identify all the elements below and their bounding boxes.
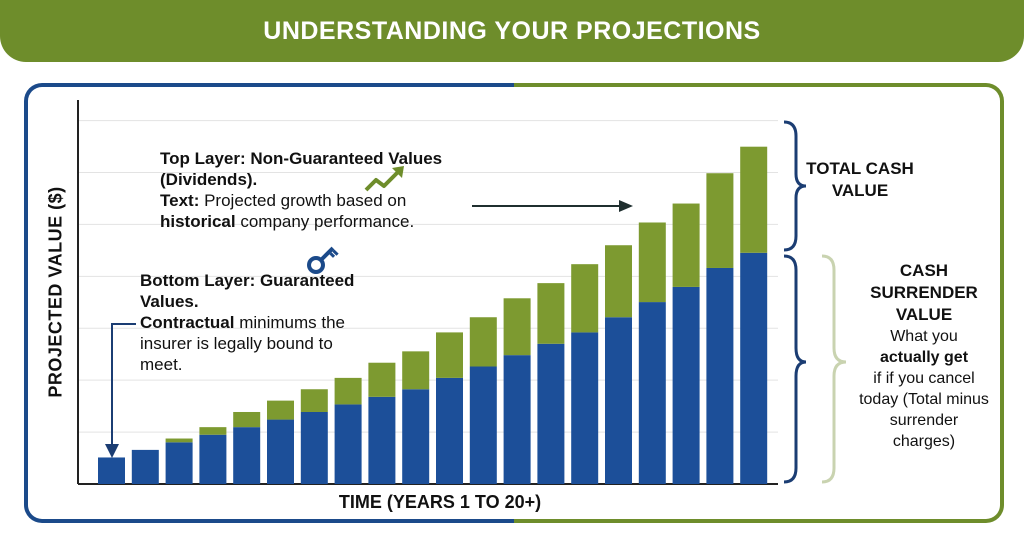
top-layer-text-bold: historical [160, 212, 236, 231]
bar-guaranteed [267, 419, 294, 484]
bar-guaranteed [503, 355, 531, 484]
top-layer-text-1: Projected growth based on [204, 191, 407, 210]
bar-guaranteed [706, 267, 734, 484]
key-shaft [318, 246, 335, 263]
cash-surrender-outer-brace [821, 254, 847, 484]
bar-non-guaranteed [402, 351, 430, 390]
bar-non-guaranteed [300, 389, 328, 412]
top-layer-arrowhead [619, 200, 633, 212]
bar-guaranteed [436, 377, 463, 484]
top-layer-title: Top Layer: Non-Guaranteed Values (Divide… [160, 149, 443, 189]
top-layer-text-label: Text: [160, 191, 200, 210]
bottom-layer-arrow-line [111, 323, 136, 448]
total-cash-value-label: TOTAL CASH VALUE [806, 159, 914, 200]
key-tooth [329, 252, 336, 258]
bar-non-guaranteed [605, 245, 632, 318]
cash-surrender-line2: if if you cancel today (Total minus surr… [859, 370, 989, 450]
bar-guaranteed [605, 317, 632, 484]
bar-guaranteed [233, 427, 261, 484]
bar-guaranteed [638, 302, 666, 484]
bar-non-guaranteed [199, 427, 227, 435]
total-cash-value-brace [783, 120, 807, 252]
bottom-layer-text: Contractual minimums the insurer is lega… [140, 312, 380, 375]
bar-guaranteed [537, 343, 565, 484]
x-axis-label: TIME (YEARS 1 TO 20+) [338, 492, 542, 512]
bottom-layer-annotation: Bottom Layer: Guaranteed Values. Contrac… [140, 270, 380, 375]
bar-non-guaranteed [368, 362, 396, 397]
bar-guaranteed [469, 366, 497, 484]
bar-guaranteed [740, 252, 768, 484]
trending-up-arrow-icon [364, 168, 402, 192]
bar-non-guaranteed [267, 400, 294, 420]
bar-non-guaranteed [672, 203, 700, 287]
bar-non-guaranteed [334, 377, 362, 405]
key-tooth [332, 249, 339, 256]
top-layer-text-2: company performance. [240, 212, 415, 231]
annotation-graphics [105, 120, 847, 484]
bar-guaranteed [199, 434, 227, 484]
bar-guaranteed [402, 389, 430, 484]
cash-surrender-title: CASH SURRENDER VALUE [870, 261, 978, 324]
bar-guaranteed [165, 442, 193, 484]
trending-up-arrowhead-icon [392, 166, 404, 178]
bottom-layer-title: Bottom Layer: Guaranteed Values. [140, 271, 355, 311]
bar-non-guaranteed [740, 146, 768, 253]
bar-guaranteed [131, 449, 159, 484]
bar-guaranteed [334, 404, 362, 484]
bar-guaranteed [672, 286, 700, 484]
bar-guaranteed [300, 411, 328, 484]
top-layer-text: Text: Projected growth based on historic… [160, 190, 490, 232]
title-banner: UNDERSTANDING YOUR PROJECTIONS [0, 0, 1024, 62]
bar-non-guaranteed [571, 264, 599, 333]
bar-guaranteed [98, 457, 125, 484]
bar-non-guaranteed [436, 332, 463, 378]
cash-surrender-line1: What you [890, 328, 958, 345]
y-axis-label: PROJECTED VALUE ($) [45, 186, 66, 398]
cash-surrender-brace [783, 254, 807, 484]
key-icon [307, 246, 339, 274]
cash-surrender-annotation: CASH SURRENDER VALUE What you actually g… [858, 260, 990, 452]
bottom-layer-text-rest: minimums the insurer is legally bound to… [140, 313, 346, 374]
bar-non-guaranteed [706, 173, 734, 268]
page-title: UNDERSTANDING YOUR PROJECTIONS [263, 16, 761, 45]
bar-non-guaranteed [537, 283, 565, 344]
top-layer-annotation: Top Layer: Non-Guaranteed Values (Divide… [160, 148, 490, 232]
bottom-layer-text-bold: Contractual [140, 313, 235, 332]
bars-layer [98, 146, 768, 484]
bar-non-guaranteed [503, 298, 531, 356]
bar-non-guaranteed [638, 222, 666, 303]
bar-non-guaranteed [233, 411, 261, 428]
bar-non-guaranteed [165, 438, 193, 443]
cash-surrender-bold: actually get [879, 349, 969, 366]
bottom-layer-arrowhead [105, 444, 119, 458]
bar-non-guaranteed [469, 317, 497, 367]
bar-guaranteed [368, 396, 396, 484]
bar-guaranteed [571, 332, 599, 484]
